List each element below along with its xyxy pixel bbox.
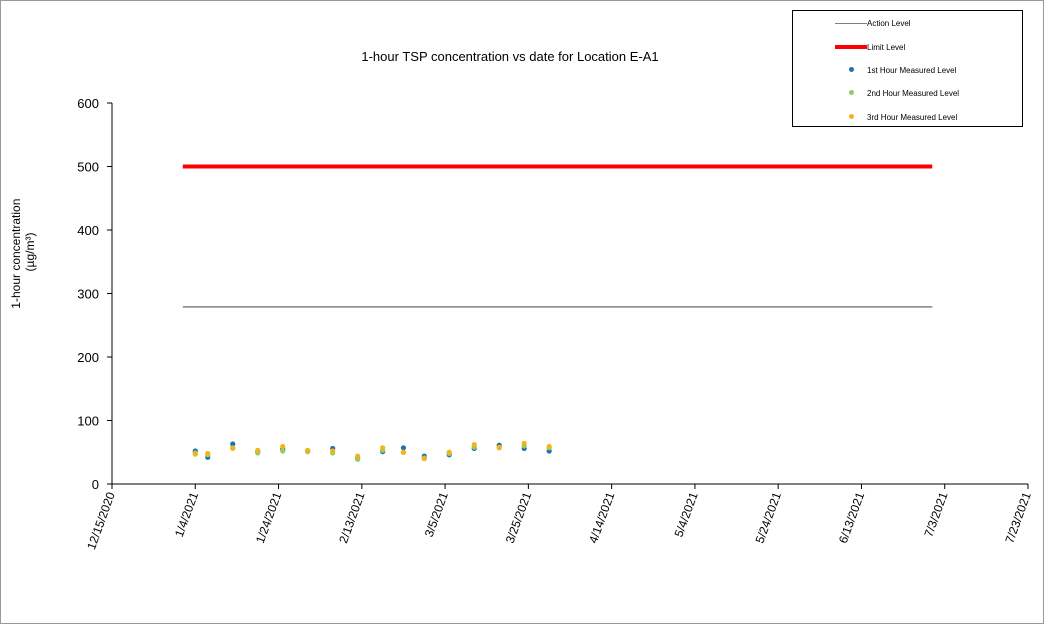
x-tick-label: 3/25/2021 [503,490,535,545]
x-tick-label: 7/23/2021 [1002,490,1034,545]
reference-lines [182,164,933,308]
legend-item-limit-level: Limit Level [793,37,1022,57]
point-1st-hour [230,441,236,447]
legend-swatch-1st-hour [849,67,854,72]
data-points [192,440,552,462]
legend-item-2nd-hour: 2nd Hour Measured Level [793,83,1022,103]
x-tick-label: 5/4/2021 [672,490,701,539]
y-axis-label-line2: (µg/m³) [23,233,37,272]
y-tick-label: 0 [92,477,99,492]
x-tick-label: 12/15/2020 [84,490,118,552]
point-2nd-hour [280,448,286,454]
y-tick-label: 400 [77,223,99,238]
legend-swatch-action-level [835,23,867,24]
point-3rd-hour [192,451,198,457]
legend-swatch-2nd-hour [849,90,854,95]
axes: 0 100 200 300 400 500 600 12/15/2020 1/4/2021 1/2… [77,96,1034,551]
point-3rd-hour [380,445,386,451]
point-3rd-hour [205,450,211,457]
y-axis-label-line1: 1-hour concentration [9,199,23,309]
point-3rd-hour [546,443,552,450]
y-tick-label: 300 [77,287,99,302]
legend-swatch-3rd-hour [849,114,854,119]
point-3rd-hour [255,447,261,453]
point-3rd-hour [230,445,236,452]
x-tick-label: 2/13/2021 [336,490,368,545]
y-tick-label: 500 [77,160,99,175]
x-tick-label: 4/14/2021 [586,490,618,545]
point-3rd-hour [355,453,361,459]
point-3rd-hour [446,449,452,455]
legend-label-action-level: Action Level [867,18,911,28]
point-3rd-hour [421,456,427,462]
legend: Action Level Limit Level 1st Hour Measur… [792,10,1023,127]
x-tick-label: 1/24/2021 [253,490,285,545]
x-tick-label: 5/24/2021 [753,490,785,545]
legend-swatch-limit-level [835,45,867,49]
point-3rd-hour [496,444,502,450]
y-tick-label: 600 [77,96,99,111]
point-3rd-hour [521,440,527,446]
legend-label-1st-hour: 1st Hour Measured Level [867,65,957,75]
chart-title: 1-hour TSP concentration vs date for Loc… [361,49,658,64]
x-tick-label: 6/13/2021 [836,490,868,545]
legend-item-action-level: Action Level [793,13,1022,33]
point-3rd-hour [280,443,286,450]
x-tick-label: 7/3/2021 [921,490,950,539]
legend-item-3rd-hour: 3rd Hour Measured Level [793,107,1022,127]
point-3rd-hour [400,449,407,455]
legend-item-1st-hour: 1st Hour Measured Level [793,60,1022,80]
y-tick-label: 100 [77,414,99,429]
legend-label-2nd-hour: 2nd Hour Measured Level [867,88,960,98]
x-tick-label: 1/4/2021 [172,490,201,539]
point-1st-hour [400,445,407,451]
point-3rd-hour [330,448,336,454]
x-tick-label: 3/5/2021 [422,490,451,539]
y-tick-label: 200 [77,350,99,365]
point-3rd-hour [305,447,311,453]
legend-label-3rd-hour: 3rd Hour Measured Level [867,112,958,122]
legend-label-limit-level: Limit Level [867,42,906,52]
point-3rd-hour [471,442,477,448]
y-axis-label: 1-hour concentration (µg/m³) [9,195,37,308]
